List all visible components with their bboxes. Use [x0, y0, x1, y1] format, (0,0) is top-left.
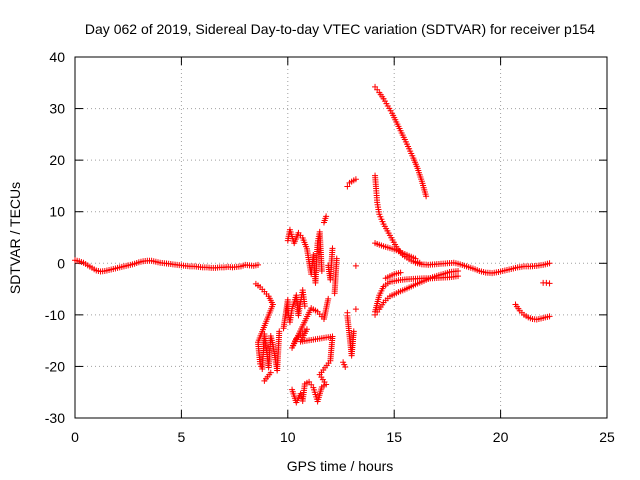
- data-point: [546, 313, 553, 320]
- x-tick-label: 5: [178, 429, 186, 445]
- data-point: [397, 269, 404, 276]
- y-tick-label: 20: [49, 152, 65, 168]
- plot-border: [74, 56, 608, 419]
- y-axis-label: SDTVAR / TECUs: [7, 182, 23, 294]
- data-point: [344, 183, 351, 190]
- data-point: [325, 295, 332, 302]
- data-point: [352, 306, 359, 313]
- data-point: [342, 363, 349, 370]
- data-point: [301, 303, 308, 310]
- series-late-isolated: [540, 279, 553, 287]
- data-point: [267, 369, 274, 376]
- x-tick-label: 25: [599, 429, 615, 445]
- data-point: [323, 213, 330, 220]
- data-point: [546, 260, 553, 267]
- x-tick-label: 15: [386, 429, 402, 445]
- y-tick-label: 40: [49, 49, 65, 65]
- y-tick-label: -10: [45, 307, 65, 323]
- data-point: [455, 268, 462, 275]
- y-axis-tick-labels: -30 -20 -10 0 10 20 30 40: [45, 49, 65, 426]
- series-scatter-mid: [252, 176, 359, 406]
- chart-title: Day 062 of 2019, Sidereal Day-to-day VTE…: [85, 21, 595, 37]
- x-tick-label: 0: [71, 429, 79, 445]
- data-point: [255, 261, 262, 268]
- series-steep-decline: [372, 83, 430, 200]
- data-point: [423, 193, 430, 200]
- y-tick-label: 0: [57, 255, 65, 271]
- data-point: [455, 273, 462, 280]
- x-axis-label: GPS time / hours: [287, 458, 394, 474]
- y-tick-label: 30: [49, 101, 65, 117]
- data-markers: [72, 83, 553, 406]
- data-point: [352, 262, 359, 269]
- data-point: [352, 176, 359, 183]
- plot-area: [74, 56, 608, 419]
- data-point: [546, 280, 553, 287]
- data-point: [350, 328, 357, 335]
- y-tick-label: -20: [45, 358, 65, 374]
- y-tick-label: -30: [45, 410, 65, 426]
- series-baseline-late: [412, 259, 553, 277]
- y-tick-label: 10: [49, 204, 65, 220]
- x-axis-tick-labels: 0 5 10 15 20 25: [71, 429, 615, 445]
- x-tick-label: 20: [493, 429, 509, 445]
- data-point: [333, 255, 340, 262]
- series-baseline-early: [72, 257, 262, 275]
- data-point: [276, 328, 283, 335]
- series-late-dip: [512, 301, 553, 323]
- data-point: [543, 279, 550, 286]
- data-point: [318, 268, 325, 275]
- x-tick-label: 10: [280, 429, 296, 445]
- data-point: [329, 245, 336, 252]
